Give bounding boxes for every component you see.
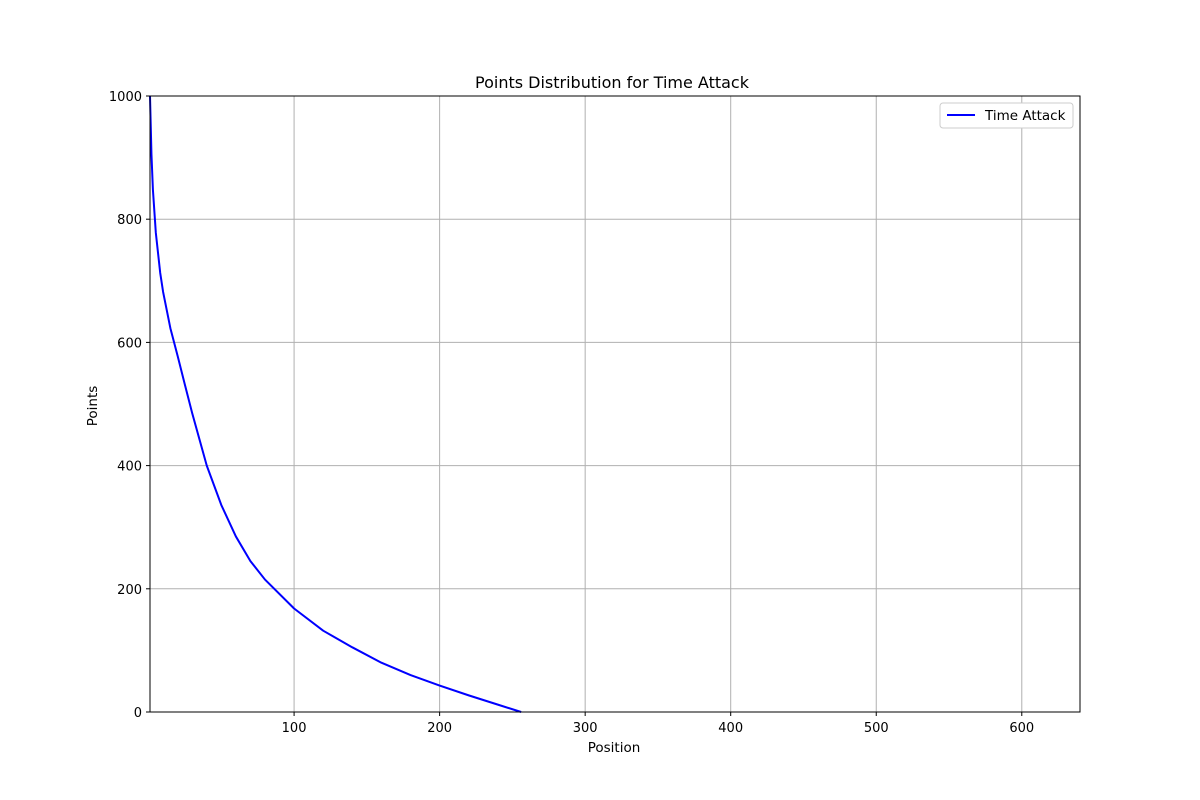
series-line-0 — [149, 95, 522, 713]
y-tick-label: 1000 — [109, 90, 142, 105]
legend: Time Attack — [939, 102, 1074, 129]
x-tick-label: 400 — [718, 721, 743, 736]
y-axis-ticks: 0 200 400 600 800 1000 — [109, 90, 150, 721]
y-tick-label: 200 — [117, 583, 142, 598]
x-tick-label: 200 — [427, 721, 452, 736]
x-tick-label: 600 — [1009, 721, 1034, 736]
legend-box — [939, 102, 1074, 129]
x-axis-title: Position — [588, 740, 641, 756]
x-axis-ticks: 100 200 300 400 500 600 — [282, 712, 1034, 736]
x-tick-label: 300 — [573, 721, 598, 736]
chart-title: Points Distribution for Time Attack — [475, 73, 750, 92]
y-tick-label: 400 — [117, 460, 142, 475]
legend-label: Time Attack — [984, 108, 1066, 124]
plot-area — [150, 96, 1080, 712]
series-layer — [149, 95, 522, 713]
y-axis-title: Points — [85, 386, 101, 427]
x-tick-label: 100 — [282, 721, 307, 736]
x-tick-label: 500 — [864, 721, 889, 736]
y-tick-label: 600 — [117, 336, 142, 351]
y-tick-label: 800 — [117, 213, 142, 228]
y-tick-label: 0 — [134, 706, 142, 721]
plot-frame — [149, 95, 1081, 713]
